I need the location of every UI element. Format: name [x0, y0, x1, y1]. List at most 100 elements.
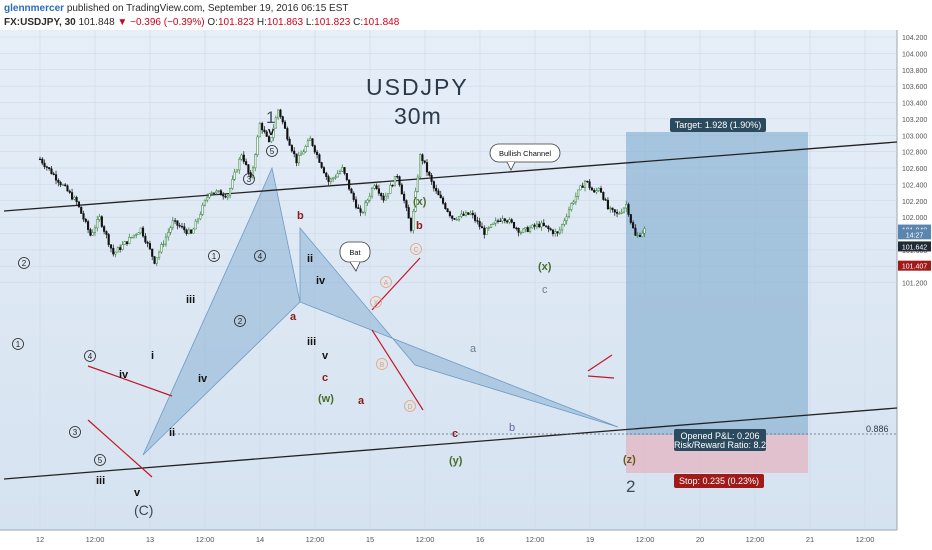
svg-text:4: 4: [258, 252, 263, 261]
target-zone[interactable]: [626, 132, 808, 435]
time-tick-label: 16: [476, 535, 484, 544]
candle-body: [579, 185, 582, 191]
candle-body: [249, 172, 252, 178]
svg-text:C: C: [413, 247, 418, 254]
candle-body: [270, 137, 273, 142]
price-chart[interactable]: 104.200 104.000 103.800 103.600 103.400 103.2…: [0, 30, 932, 550]
circle-label-5b: 5: [266, 145, 278, 157]
candle-body: [224, 195, 227, 198]
price-badge: [898, 241, 931, 252]
candle-body: [272, 127, 275, 138]
red-wedge-upper[interactable]: [87, 365, 173, 397]
red-bat-bd-line[interactable]: [371, 329, 424, 411]
candle-body: [606, 199, 609, 210]
target-box[interactable]: [670, 118, 766, 132]
candle-body: [384, 195, 387, 201]
candle-body: [343, 167, 346, 174]
candle-body: [501, 218, 504, 222]
candle-body: [604, 199, 607, 201]
candle-body: [54, 174, 58, 181]
candle-body: [288, 138, 291, 146]
candle-body: [208, 193, 211, 198]
candle-body: [593, 189, 596, 193]
candle-body: [387, 193, 390, 197]
candle-body: [144, 235, 147, 243]
candle-body: [551, 229, 555, 234]
time-tick-label: 12: [36, 535, 44, 544]
candle-body: [139, 227, 142, 234]
bullish-channel-callout[interactable]: [489, 143, 561, 163]
candle-body: [512, 222, 516, 229]
candle-body: [506, 220, 509, 223]
candle-body: [435, 187, 438, 192]
wave-c-right-blue: c: [542, 284, 548, 296]
candle-body: [148, 243, 151, 250]
candle-body: [460, 213, 463, 217]
candle-body: [414, 191, 417, 212]
candle-body: [306, 140, 309, 147]
wave-ii-left: ii: [169, 427, 175, 439]
svg-text:2: 2: [238, 317, 243, 326]
candle-body: [613, 209, 616, 213]
pnl-box[interactable]: [674, 429, 766, 451]
candle-body: [583, 180, 587, 188]
candle-body: [105, 231, 108, 235]
candle-body: [618, 213, 621, 215]
stop-label: Stop: 0.235 (0.23%): [679, 476, 759, 486]
candle-body: [281, 116, 284, 123]
candle-body: [142, 227, 145, 237]
circle-label-2b: 2: [234, 315, 246, 327]
candle-body: [588, 181, 591, 189]
red-flag-line-2[interactable]: [587, 375, 615, 379]
open-value: 101.823: [217, 17, 255, 28]
candle-body: [116, 247, 119, 253]
candle-body: [59, 182, 62, 186]
last-price: 101.848: [78, 17, 115, 28]
candle-body: [570, 203, 573, 211]
time-tick-label: 12:00: [86, 535, 105, 544]
candle-body: [567, 209, 571, 217]
price-axis[interactable]: [897, 30, 932, 530]
candle-body: [368, 195, 371, 201]
candle-body: [389, 184, 392, 194]
candle-body: [233, 171, 236, 180]
candle-body: [485, 227, 488, 235]
wave-iv-right: iv: [316, 275, 326, 287]
candle-body: [229, 188, 232, 197]
candle-body: [41, 158, 44, 164]
price-badge-label: 101.407: [902, 264, 927, 271]
candle-body: [400, 184, 403, 195]
wave-a-right-blue: a: [470, 343, 477, 355]
price-tick-label: 101.200: [902, 281, 927, 288]
candle-body: [61, 184, 64, 186]
channel-upper-line[interactable]: [3, 141, 898, 212]
candle-body: [474, 214, 477, 221]
candle-body: [451, 215, 454, 219]
publish-line: glennmercer published on TradingView.com…: [4, 2, 348, 15]
candle-body: [155, 257, 158, 264]
wave-b-mid: b: [416, 220, 423, 232]
svg-text:X: X: [374, 300, 379, 307]
red-wedge-lower[interactable]: [87, 419, 153, 478]
candle-body: [549, 228, 552, 231]
time-tick-label: 14: [256, 535, 264, 544]
wave-a-right: a: [290, 311, 297, 323]
stop-box[interactable]: [674, 474, 764, 488]
candle-body: [112, 247, 115, 255]
author-link[interactable]: glennmercer: [4, 3, 65, 14]
time-axis[interactable]: [0, 530, 932, 550]
candle-body: [371, 188, 374, 197]
candle-body: [561, 224, 564, 231]
red-flag-line-1[interactable]: [587, 354, 613, 372]
time-tick-label: 13: [146, 535, 154, 544]
price-tick-label: 103.800: [902, 68, 927, 75]
candle-body: [84, 218, 87, 222]
candle-body: [322, 167, 326, 174]
candle-body: [341, 167, 344, 172]
candle-body: [254, 154, 257, 169]
candle-body: [279, 109, 282, 117]
candle-body: [43, 162, 46, 167]
red-bat-xa-line[interactable]: [371, 257, 421, 311]
wave-c-right: c: [322, 372, 328, 384]
channel-lower-line[interactable]: [3, 407, 898, 480]
